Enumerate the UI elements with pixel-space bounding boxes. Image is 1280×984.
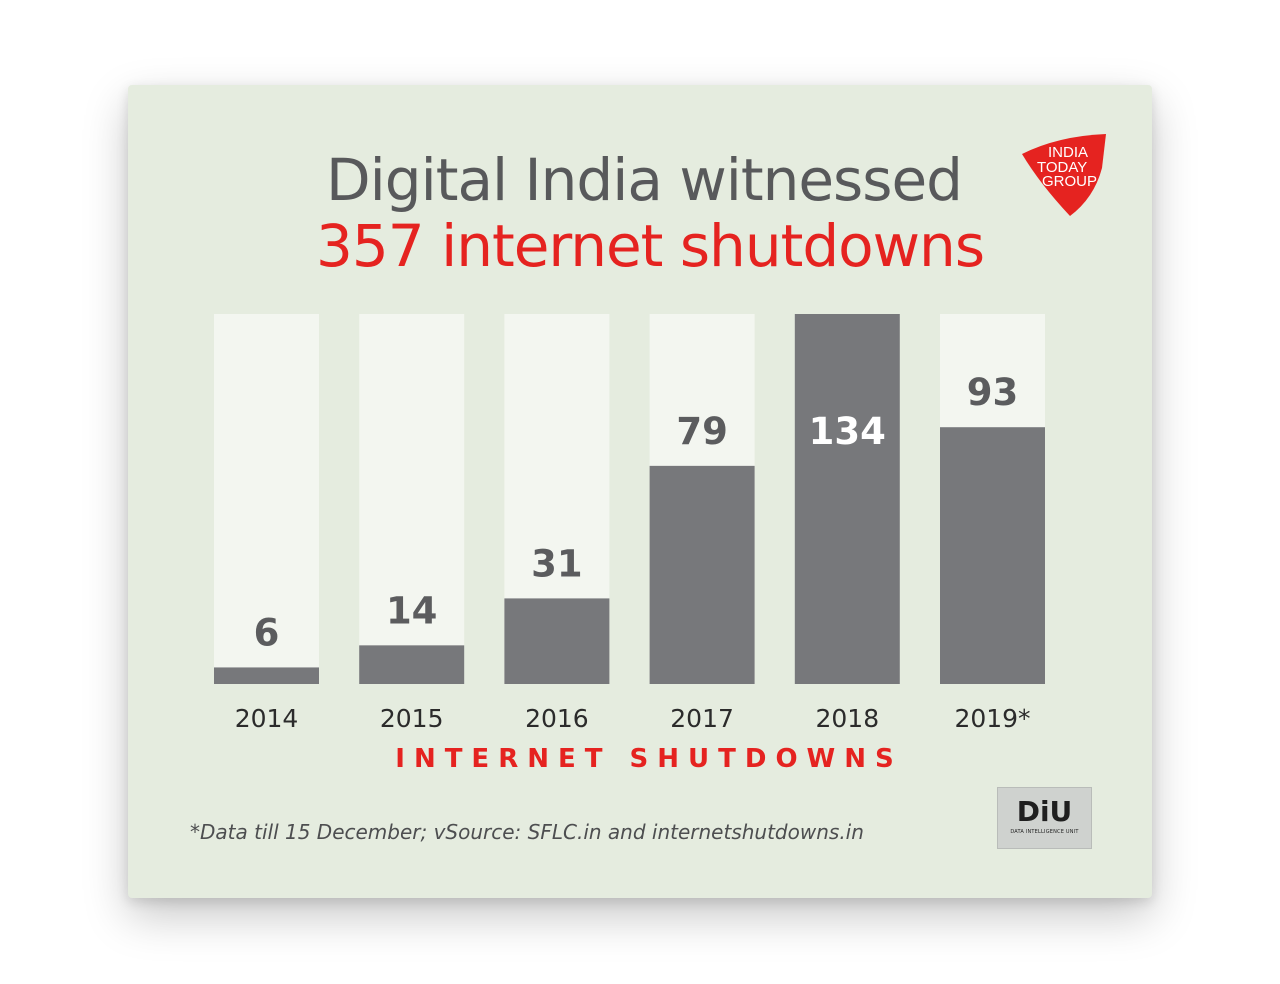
bar-value-label-2016: 31: [531, 542, 583, 585]
diu-logo: DiU DATA INTELLIGENCE UNIT: [997, 787, 1092, 849]
logo-text-line1: INDIA: [1048, 144, 1088, 161]
bar-value-label-2019: 93: [967, 371, 1019, 414]
bar-track-2015: [359, 314, 465, 684]
bar-2017: [649, 465, 755, 684]
bar-2016: [504, 598, 610, 684]
diu-logo-subtitle: DATA INTELLIGENCE UNIT: [1010, 829, 1079, 835]
bar-2015: [359, 645, 465, 684]
bar-value-label-2014: 6: [254, 611, 280, 654]
x-axis-label: INTERNET SHUTDOWNS: [395, 744, 903, 774]
source-footnote: *Data till 15 December; vSource: SFLC.in…: [190, 820, 864, 844]
logo-text-line2: TODAY: [1037, 159, 1087, 176]
x-tick-label-2014: 2014: [235, 704, 299, 733]
x-tick-label-2018: 2018: [815, 704, 879, 733]
bar-2018: [794, 314, 900, 684]
bar-track-2014: [214, 314, 319, 684]
bar-value-label-2015: 14: [386, 589, 438, 632]
x-tick-label-2016: 2016: [525, 704, 589, 733]
logo-text-line3: GROUP: [1042, 173, 1097, 190]
x-tick-label-2019: 2019*: [954, 704, 1030, 733]
x-tick-label-2015: 2015: [380, 704, 444, 733]
bar-value-label-2018: 134: [809, 410, 886, 453]
diu-logo-letters: DiU: [1016, 795, 1073, 828]
bar-2019: [940, 427, 1045, 684]
bar-2014: [214, 667, 319, 684]
chart-title-line1: Digital India witnessed: [326, 146, 963, 214]
x-tick-label-2017: 2017: [670, 704, 734, 733]
chart-title-line2: 357 internet shutdowns: [315, 212, 985, 280]
bar-value-label-2017: 79: [676, 410, 728, 453]
india-today-group-logo: INDIA TODAY GROUP: [1022, 134, 1106, 216]
logo-shield-shape: [1022, 134, 1106, 216]
